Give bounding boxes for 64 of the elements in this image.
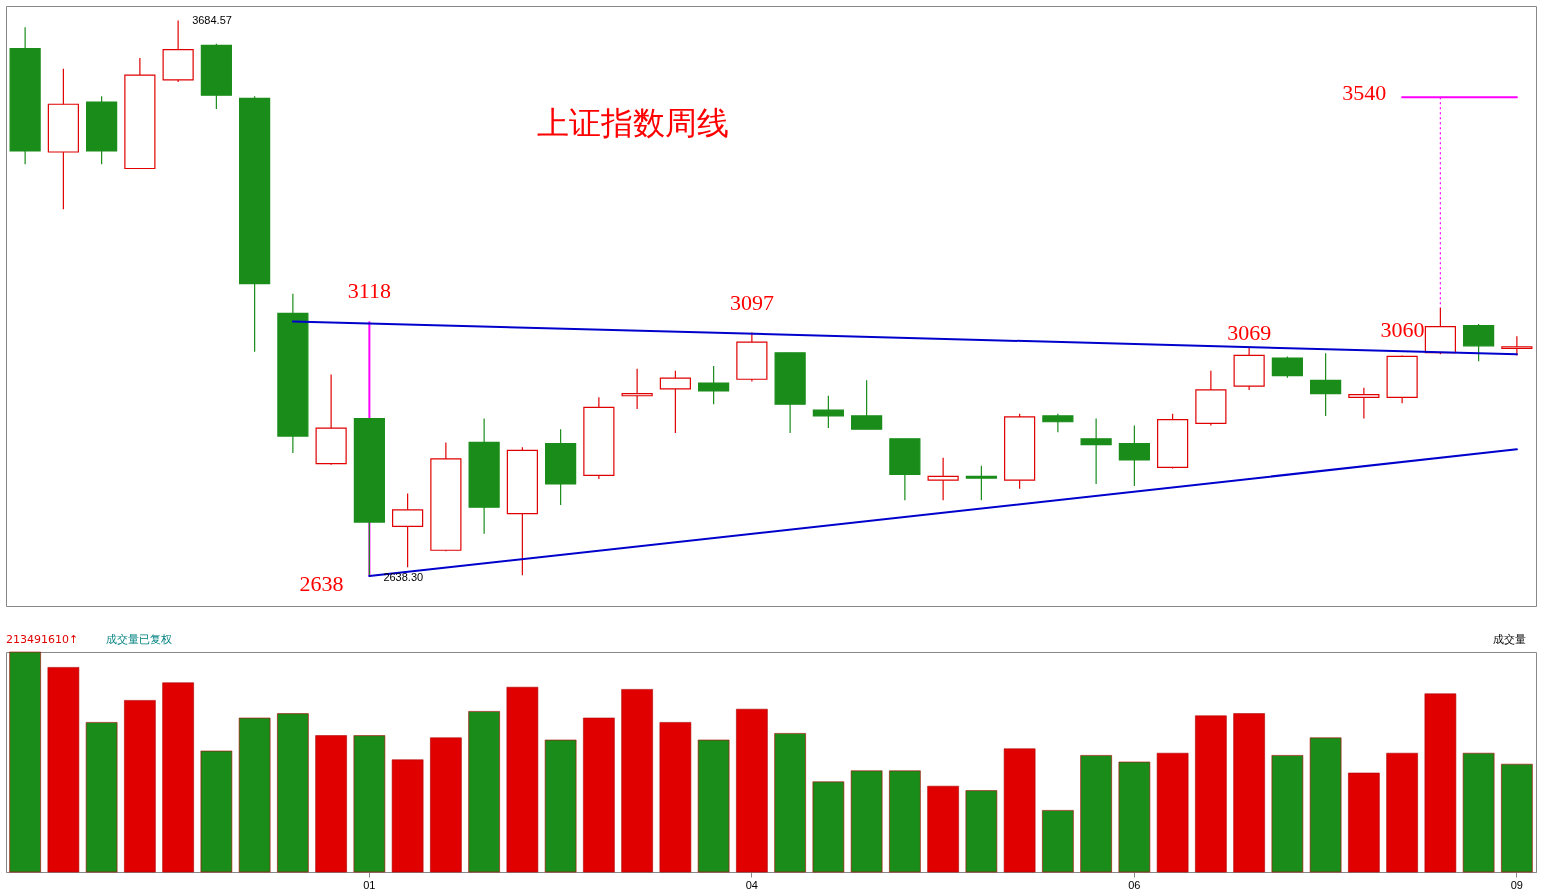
bar [1233,713,1265,873]
bar [659,722,692,873]
bar [1309,737,1342,873]
text: 成交量 [1493,633,1526,646]
bar [889,770,921,873]
bar [353,735,386,873]
bar [1156,752,1189,873]
bar [162,682,194,873]
text: 上证指数周线 [537,105,729,141]
bar [391,759,424,873]
annotation: 3540 [1342,80,1387,106]
candlestick [965,465,997,501]
candlestick [1080,417,1112,485]
bar [1080,755,1112,873]
bar [9,651,41,873]
bar [1386,752,1418,873]
bar [812,781,845,873]
bar [315,735,347,873]
bar [468,711,500,873]
x-tick-label: 04 [745,878,758,891]
candlestick [621,368,653,410]
candlestick [1501,335,1533,356]
text: 成交量已复权 [106,633,172,646]
bar [1462,752,1495,873]
bar [621,689,653,873]
bar [1003,748,1036,873]
annotation: 3118 [347,278,391,304]
bar [927,785,959,873]
bar [506,686,539,873]
annotation: 2638.30 [383,571,424,584]
candlestick [812,395,844,429]
candlestick [927,457,959,501]
candlestick [659,370,691,434]
bar [583,717,615,873]
annotation: 2638 [299,571,344,597]
bar [1271,755,1304,873]
bar [1424,693,1457,873]
x-tick-label: 06 [1128,878,1141,891]
x-tick-label: 09 [1510,878,1523,891]
annotation: 3097 [729,289,774,315]
bar [850,770,883,873]
annotation: 3060 [1380,317,1425,343]
bar [47,667,80,873]
bar [965,790,998,873]
bar [1118,761,1151,873]
bar [85,722,118,873]
bar [736,708,768,873]
bar [697,739,730,873]
bar [238,717,271,873]
candlestick [1348,387,1380,420]
bar [277,713,309,873]
bar [1042,810,1074,873]
bar [200,750,233,873]
bar [1501,763,1533,873]
text: 213491610↑ [6,633,79,646]
bar [430,737,462,873]
annotation: 3684.57 [192,13,232,26]
bar [544,739,577,873]
bar [1348,772,1380,873]
bar [124,700,156,873]
x-tick-label: 01 [363,878,376,891]
bar [774,733,806,873]
annotation: 3069 [1227,320,1272,346]
bar [1195,715,1227,873]
